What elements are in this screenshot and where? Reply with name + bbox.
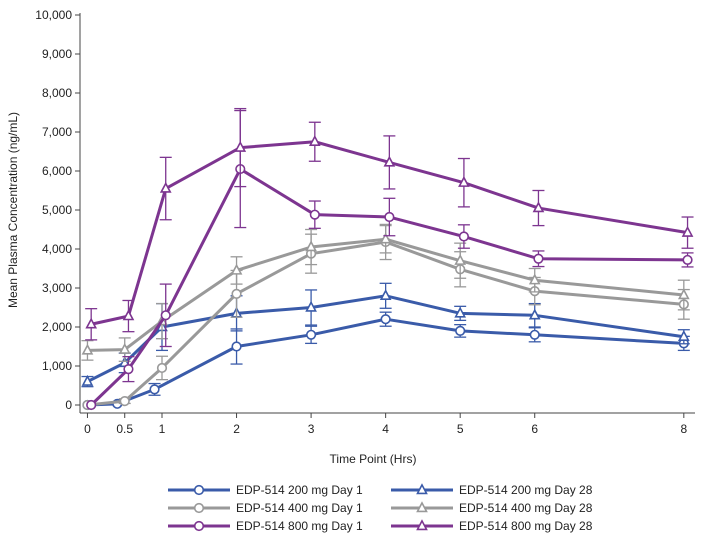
y-tick-label: 0 [65, 398, 72, 412]
data-point [528, 273, 541, 285]
data-point [305, 300, 317, 312]
data-point [380, 314, 391, 325]
data-point [234, 140, 247, 152]
y-tick-label: 10,000 [35, 8, 72, 22]
data-point [81, 343, 94, 355]
y-tick-label: 7,000 [42, 125, 72, 139]
x-tick-label: 0.5 [116, 422, 133, 436]
data-point [159, 181, 172, 193]
x-tick-label: 3 [308, 422, 315, 436]
y-axis-title: Mean Plasma Concentration (ng/mL) [6, 112, 20, 308]
legend-item: EDP-514 200 mg Day 1 [168, 483, 363, 497]
data-point [384, 211, 395, 223]
data-point [230, 263, 243, 275]
legend-marker [416, 519, 428, 531]
data-point [677, 329, 690, 341]
legend-marker [416, 501, 428, 513]
data-point [528, 308, 541, 320]
data-point [455, 325, 466, 337]
data-point [308, 134, 321, 146]
y-tick-label: 8,000 [42, 86, 72, 100]
data-point [305, 240, 317, 252]
data-point [86, 399, 97, 411]
data-point [682, 254, 693, 266]
data-point [681, 225, 694, 237]
legend-label: EDP-514 200 mg Day 1 [236, 483, 363, 497]
legend-item: EDP-514 800 mg Day 1 [168, 519, 363, 533]
legend-label: EDP-514 400 mg Day 1 [236, 501, 363, 515]
data-point [458, 175, 470, 187]
legend-label: EDP-514 200 mg Day 28 [459, 483, 593, 497]
legend-marker [193, 484, 205, 496]
x-tick-label: 2 [233, 422, 240, 436]
data-point [529, 329, 540, 340]
data-point [309, 209, 320, 220]
data-point [533, 253, 544, 264]
x-tick-label: 5 [457, 422, 464, 436]
y-tick-label: 9,000 [42, 47, 72, 61]
data-point [677, 288, 690, 300]
data-point [160, 310, 171, 321]
data-point [123, 364, 134, 375]
legend-item: EDP-514 400 mg Day 28 [391, 501, 593, 515]
data-point [122, 309, 135, 321]
legend-item: EDP-514 800 mg Day 28 [391, 519, 593, 533]
data-point [458, 231, 470, 242]
x-tick-label: 4 [382, 422, 389, 436]
series-edp-514-200-mg-day-28 [81, 282, 690, 388]
data-point [379, 232, 392, 244]
data-point [305, 329, 317, 340]
data-point [149, 384, 160, 395]
data-point [81, 374, 94, 386]
legend-item: EDP-514 400 mg Day 1 [168, 501, 363, 515]
legend-marker [416, 483, 428, 495]
data-point [118, 342, 131, 354]
series-edp-514-200-mg-day-1 [82, 311, 690, 411]
series-layer [81, 107, 694, 411]
legend-marker [193, 502, 205, 514]
data-point [85, 317, 98, 329]
x-tick-label: 1 [159, 422, 166, 436]
data-point [119, 396, 130, 407]
x-axis-title: Time Point (Hrs) [330, 452, 417, 466]
data-point [379, 289, 392, 301]
series-edp-514-800-mg-day-28 [85, 107, 694, 341]
series-edp-514-400-mg-day-28 [81, 224, 690, 362]
legend-marker [193, 520, 205, 532]
legend-label: EDP-514 800 mg Day 28 [459, 519, 593, 533]
x-tick-label: 8 [680, 422, 687, 436]
y-tick-label: 1,000 [42, 359, 72, 373]
y-tick-label: 2,000 [42, 320, 72, 334]
data-point [231, 341, 242, 352]
y-tick-label: 6,000 [42, 164, 72, 178]
x-axis: 0 0.5 1 2 3 4 5 6 8 [80, 412, 695, 436]
legend: EDP-514 200 mg Day 1 EDP-514 200 mg Day 2… [168, 483, 593, 533]
y-tick-label: 3,000 [42, 281, 72, 295]
data-point [156, 362, 168, 374]
data-point [454, 306, 467, 318]
y-tick-label: 5,000 [42, 203, 72, 217]
data-point [532, 201, 545, 213]
x-tick-label: 0 [84, 422, 91, 436]
legend-label: EDP-514 800 mg Day 1 [236, 519, 363, 533]
data-point [383, 155, 396, 167]
data-point [454, 253, 467, 265]
legend-label: EDP-514 400 mg Day 28 [459, 501, 593, 515]
x-tick-label: 6 [531, 422, 538, 436]
y-axis: 0 1,000 2,000 3,000 4,000 5,000 6,000 7,000 8,00… [35, 8, 81, 413]
data-point [231, 288, 242, 299]
y-tick-label: 4,000 [42, 242, 72, 256]
series-line [87, 317, 684, 407]
legend-item: EDP-514 200 mg Day 28 [391, 483, 593, 497]
